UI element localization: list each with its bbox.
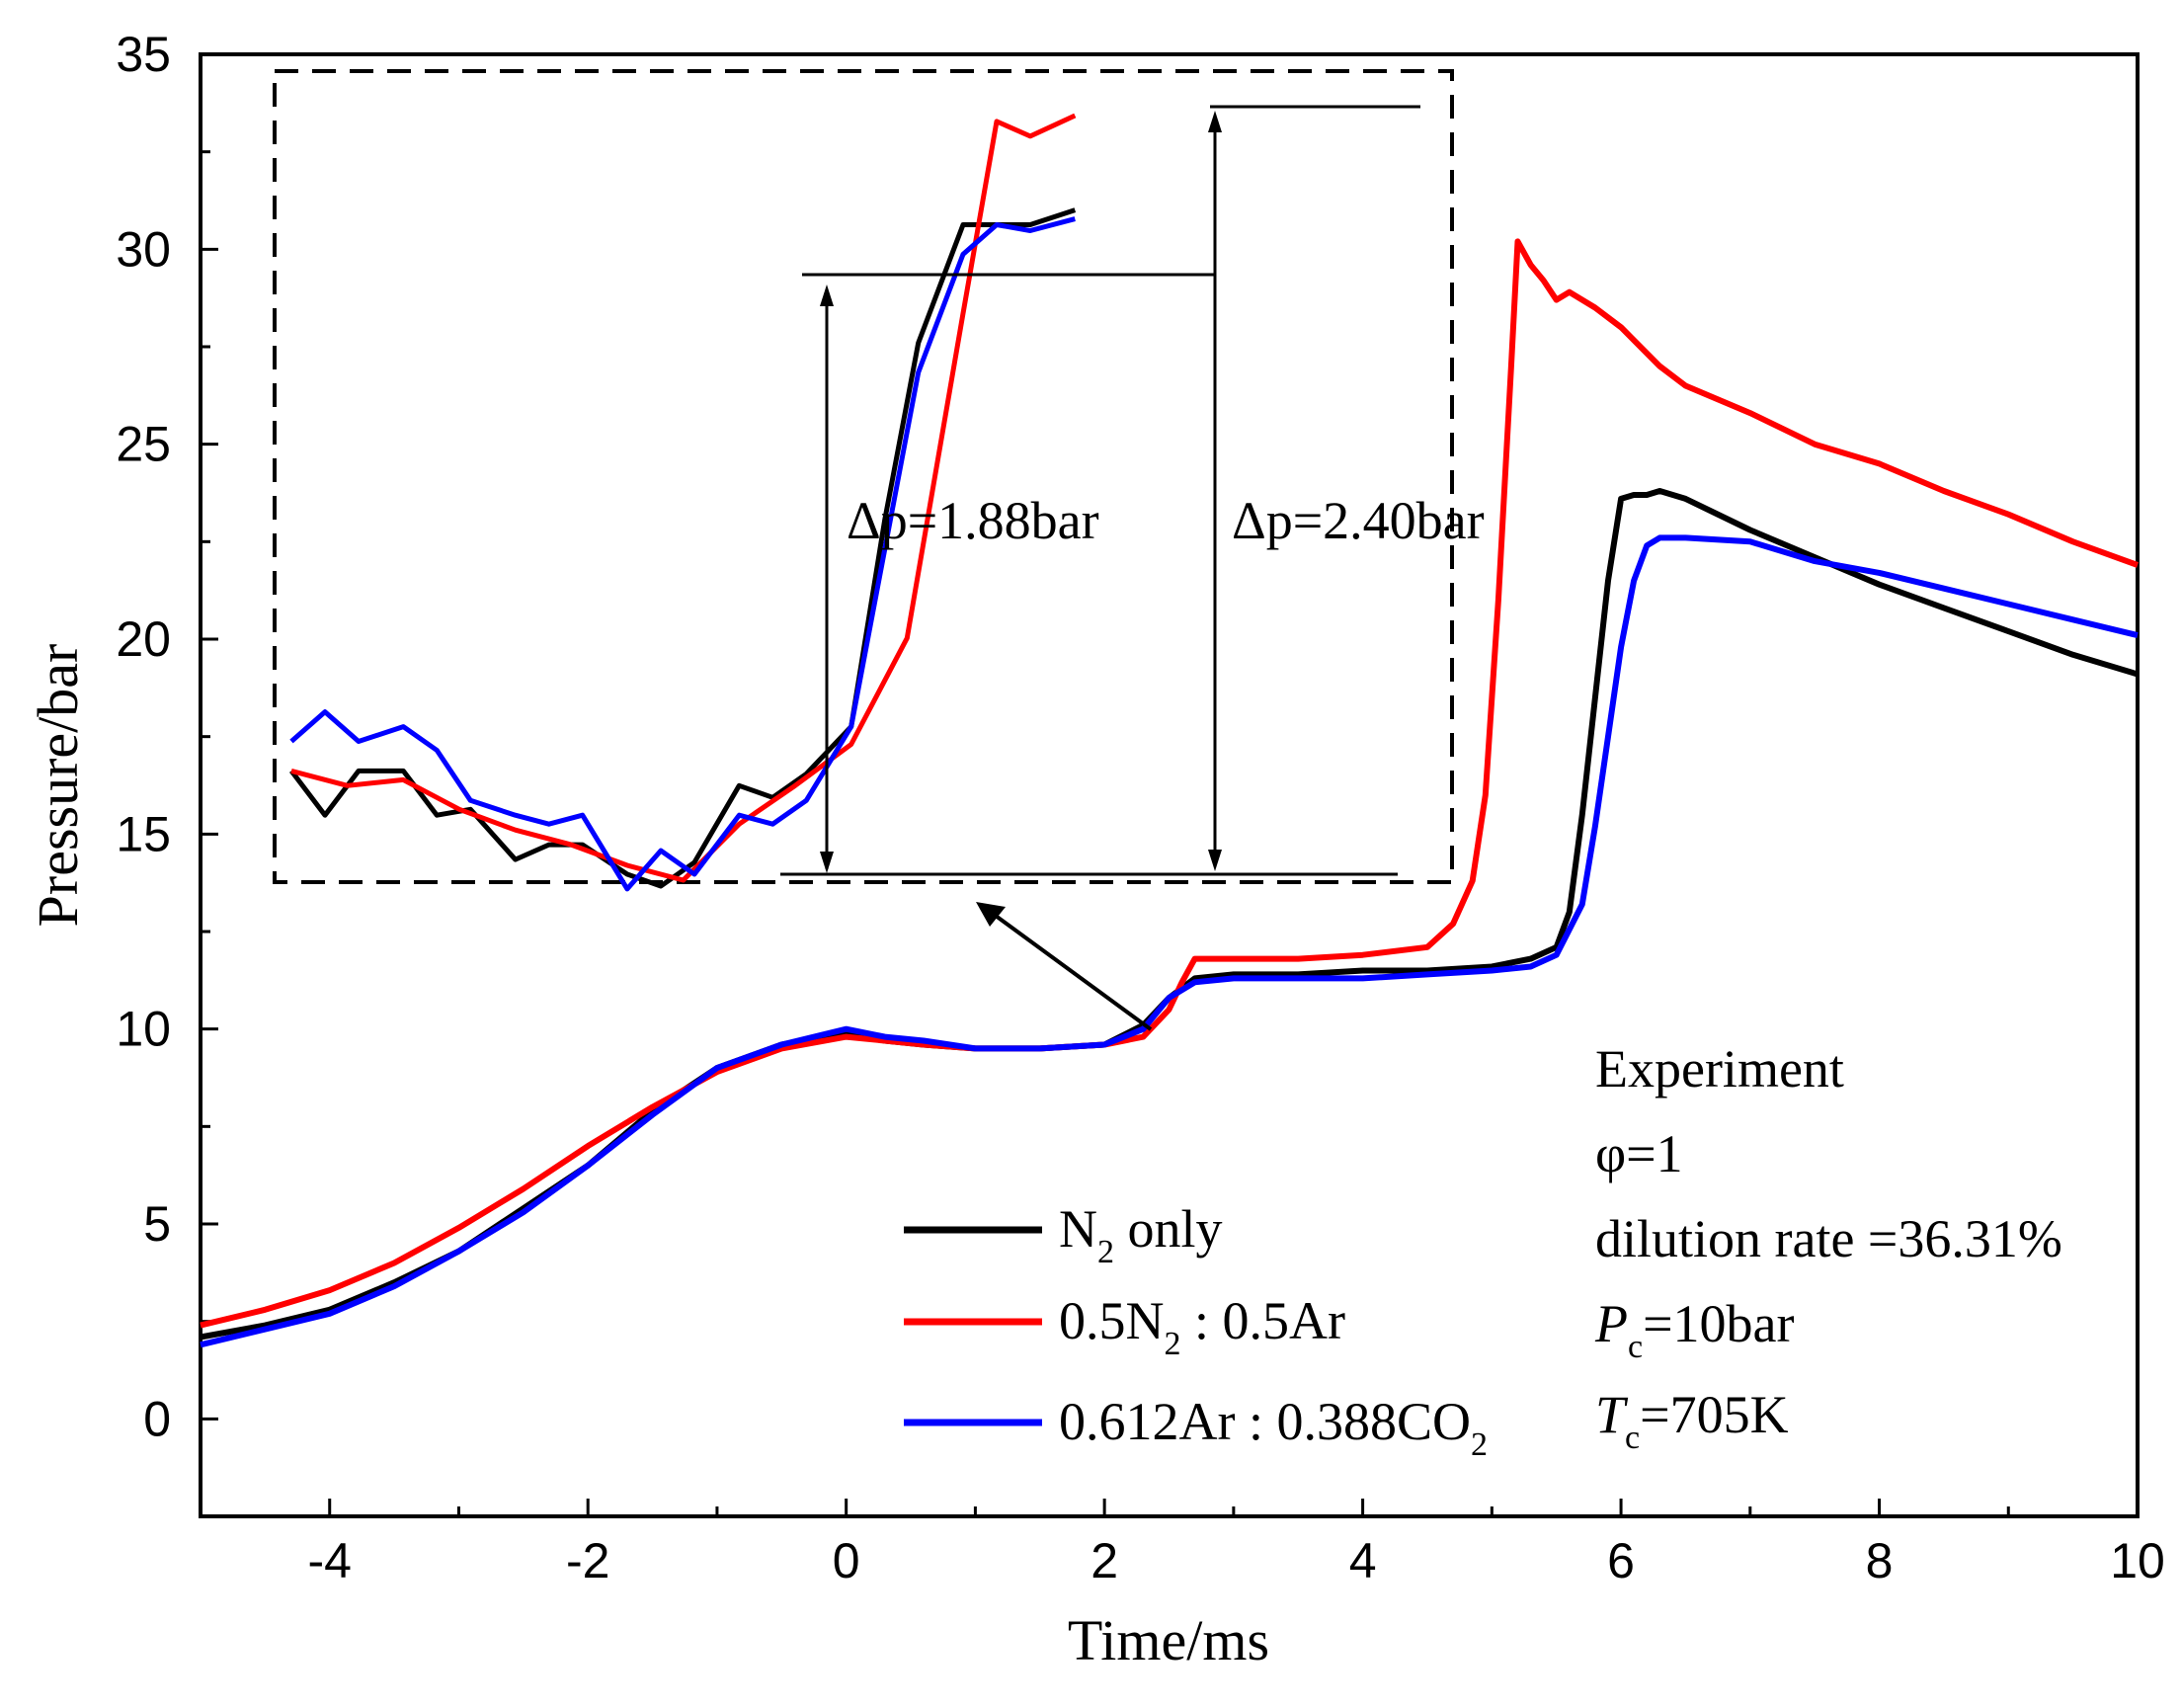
y-tick-label: 20 — [116, 611, 171, 667]
y-tick-label: 25 — [116, 417, 171, 472]
x-tick-label: -2 — [566, 1533, 609, 1588]
delta-p-label-1: Δp=1.88bar — [847, 491, 1099, 550]
x-tick-label: 2 — [1090, 1533, 1118, 1588]
y-axis-title: Pressure/bar — [26, 644, 90, 928]
inset-series-line-0 — [289, 207, 1077, 889]
legend-label-n2: N2 only — [1059, 1199, 1223, 1270]
inset-layer — [289, 113, 1077, 892]
info-phi: φ=1 — [1595, 1124, 1683, 1183]
x-tick-label: 0 — [833, 1533, 860, 1588]
inset-pointer-arrow — [976, 902, 1153, 1031]
delta-p-arrow-2 — [1208, 111, 1222, 871]
info-pc: Pc=10bar — [1594, 1294, 1795, 1365]
series-layer — [200, 238, 2140, 1348]
series-line-1 — [200, 238, 2140, 1329]
x-axis-title: Time/ms — [1068, 1608, 1269, 1672]
y-axis-ticks: 0 5 10 15 20 25 30 35 — [116, 27, 218, 1518]
y-tick-label: 30 — [116, 221, 171, 277]
legend-label-n2-ar: 0.5N2 : 0.5Ar — [1059, 1291, 1345, 1362]
x-tick-label: 8 — [1866, 1533, 1894, 1588]
x-tick-label: -4 — [307, 1533, 351, 1588]
condition-info: Experiment φ=1 dilution rate =36.31% Pc=… — [1594, 1039, 2062, 1456]
x-tick-label: 4 — [1349, 1533, 1377, 1588]
inset-series-line-2 — [289, 216, 1076, 892]
x-tick-label: 10 — [2110, 1533, 2165, 1588]
inset-box — [273, 69, 1454, 884]
y-tick-label: 35 — [116, 27, 171, 82]
legend-label-ar-co2: 0.612Ar : 0.388CO2 — [1059, 1392, 1488, 1463]
info-tc: Tc=705K — [1595, 1385, 1789, 1456]
y-tick-label: 15 — [116, 806, 171, 861]
plot-frame — [199, 52, 2140, 1518]
delta-p-label-2: Δp=2.40bar — [1232, 491, 1485, 550]
y-tick-label: 10 — [116, 1002, 171, 1057]
info-experiment: Experiment — [1595, 1039, 1844, 1098]
y-tick-label: 0 — [143, 1391, 171, 1446]
x-tick-label: 6 — [1607, 1533, 1635, 1588]
info-dilution: dilution rate =36.31% — [1595, 1209, 2062, 1268]
x-axis-ticks: -4 -2 0 2 4 6 8 10 — [199, 1499, 2165, 1588]
delta-p-arrow-1 — [820, 285, 834, 873]
y-tick-label: 5 — [143, 1196, 171, 1252]
series-line-2 — [200, 534, 2139, 1348]
legend: N2 only 0.5N2 : 0.5Ar 0.612Ar : 0.388CO2 — [904, 1199, 1488, 1463]
